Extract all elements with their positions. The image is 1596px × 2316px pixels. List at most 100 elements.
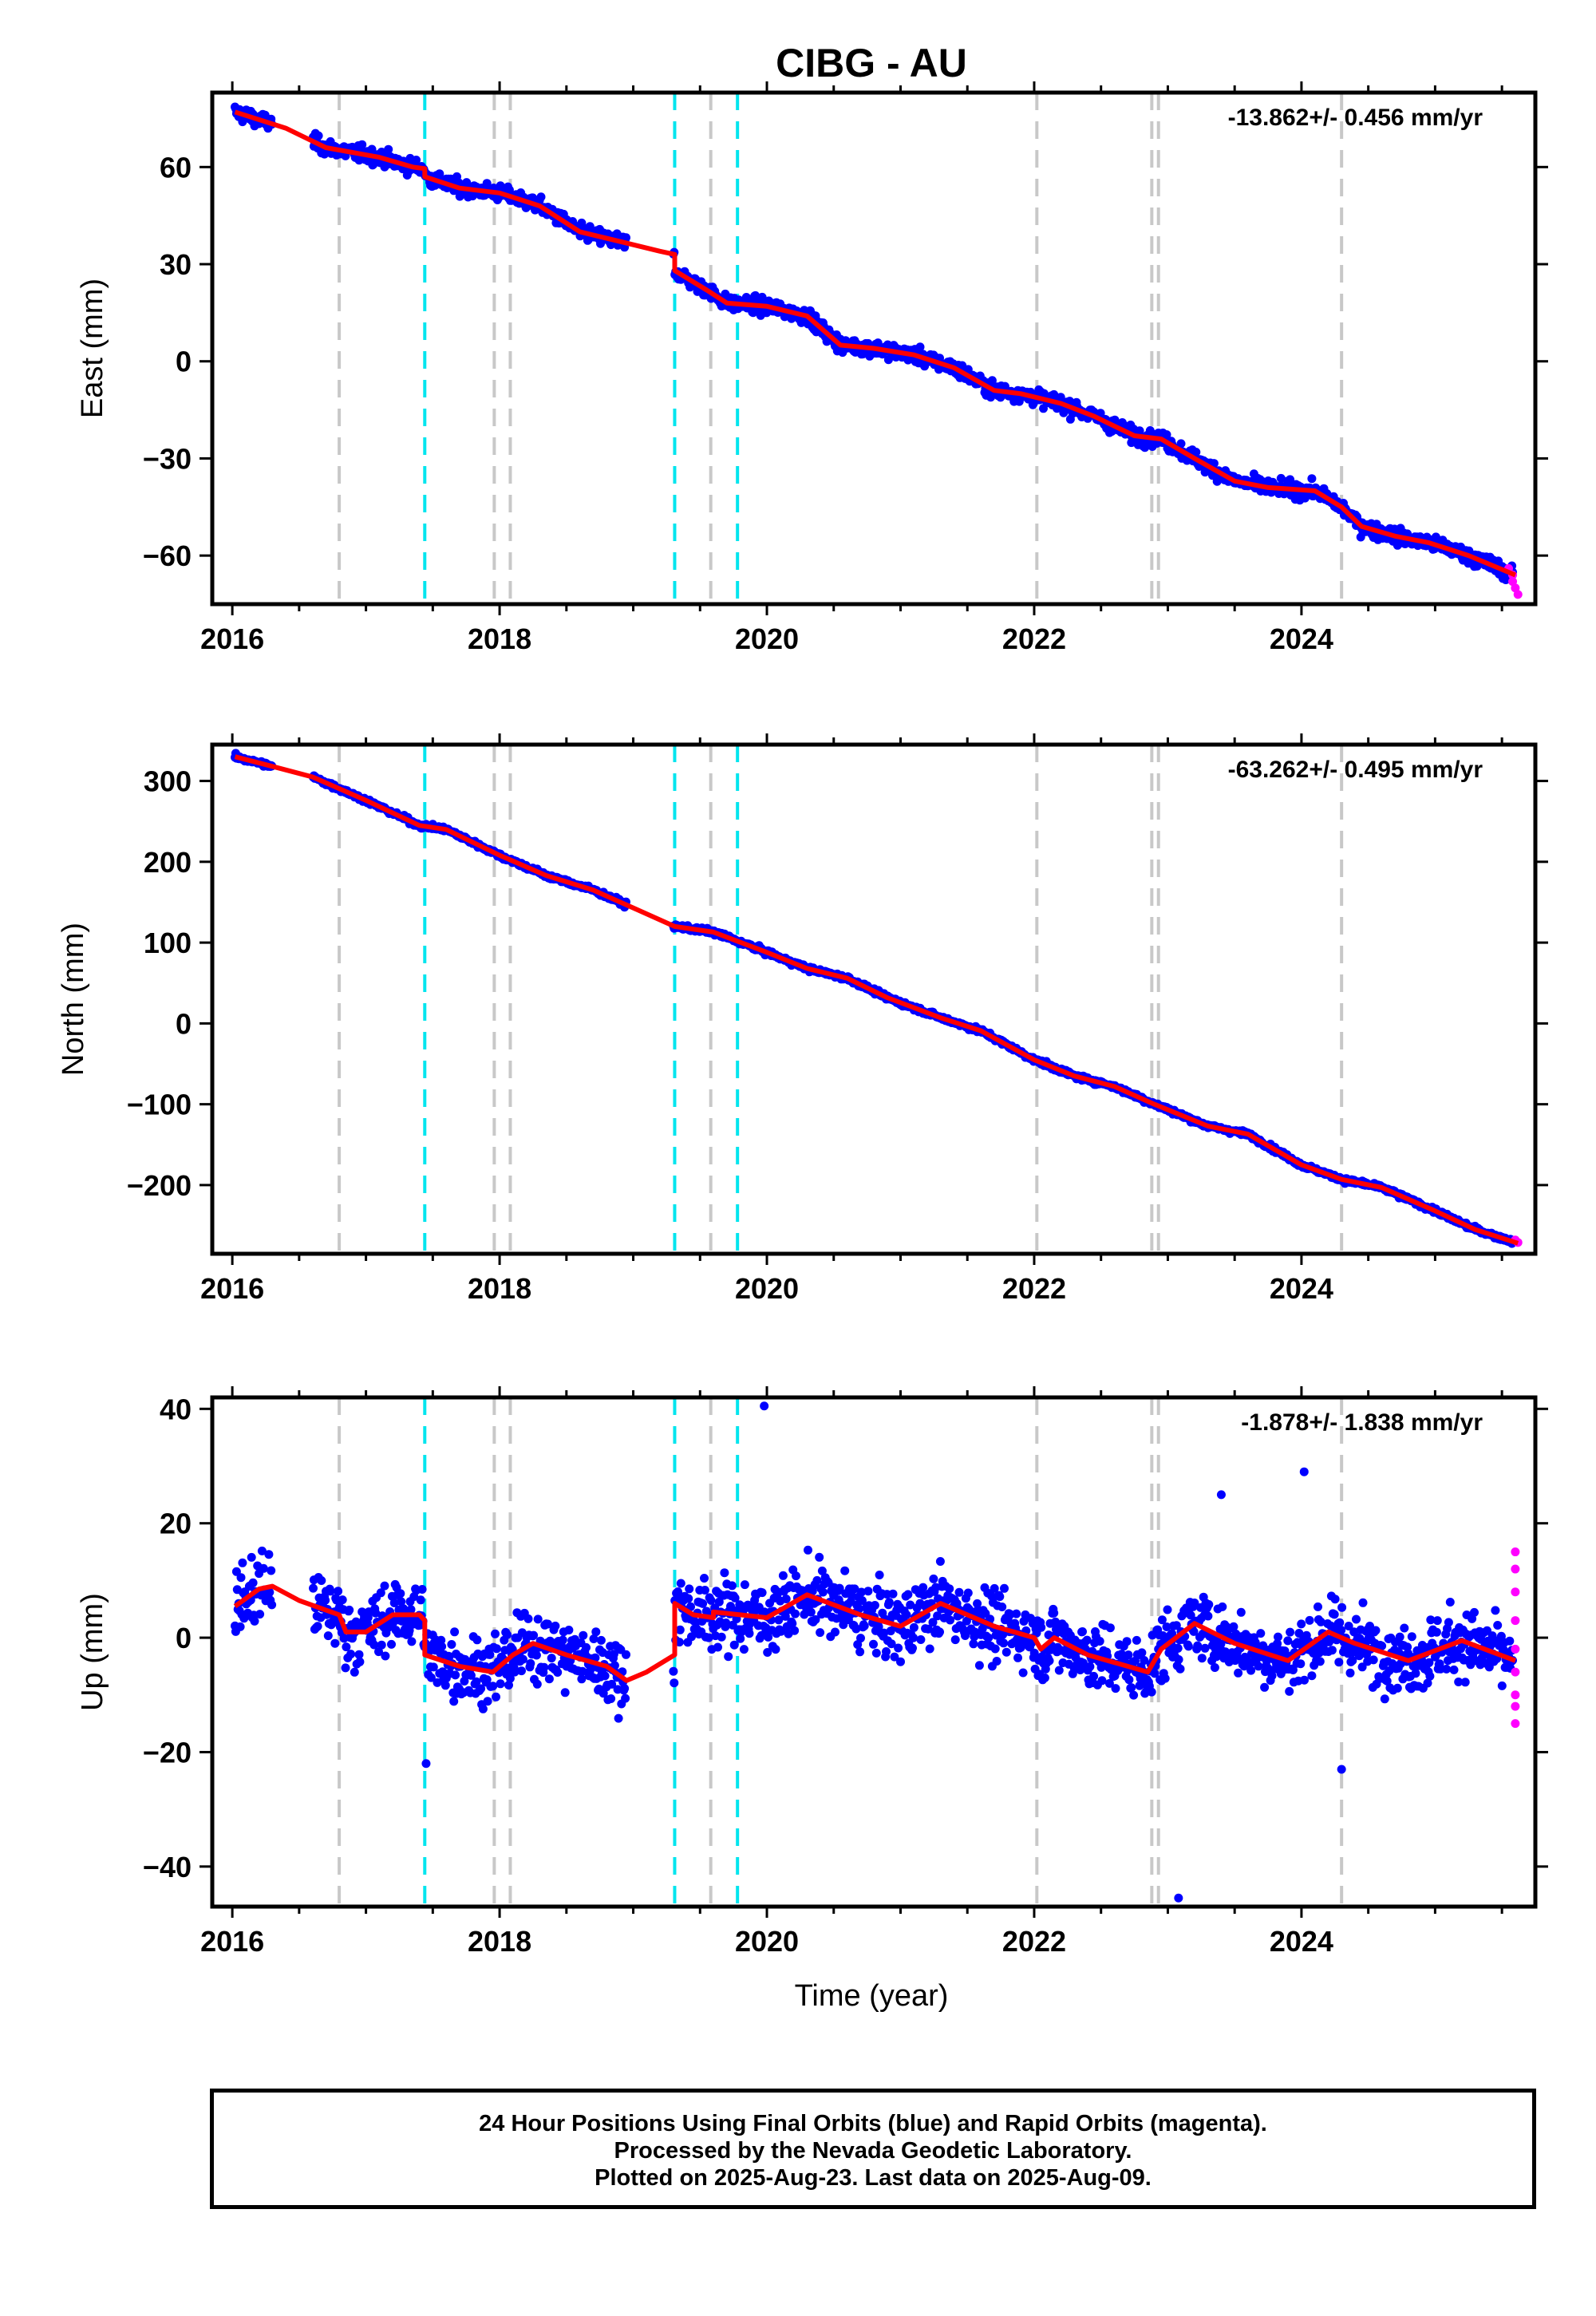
up-final-point <box>674 1638 684 1647</box>
up-final-point <box>517 1666 526 1676</box>
up-final-point <box>954 1587 964 1597</box>
up-final-point <box>1358 1598 1368 1607</box>
up-final-point <box>323 1631 333 1641</box>
up-final-point <box>871 1648 881 1658</box>
up-final-point <box>902 1611 911 1619</box>
up-final-point <box>700 1586 709 1595</box>
up-final-point <box>1150 1669 1159 1678</box>
up-final-point <box>1377 1641 1387 1650</box>
up-final-point <box>887 1639 896 1649</box>
up-final-point <box>313 1622 322 1631</box>
up-final-point <box>444 1652 454 1662</box>
up-final-point <box>341 1663 350 1673</box>
up-final-point <box>1348 1656 1357 1666</box>
up-final-point <box>621 1694 630 1703</box>
up-final-point <box>326 1587 335 1596</box>
up-final-point <box>1198 1629 1207 1638</box>
up-final-point <box>1460 1678 1470 1687</box>
up-final-point <box>908 1643 917 1653</box>
up-final-point <box>1454 1678 1464 1686</box>
up-final-point <box>724 1652 733 1662</box>
up-final-point <box>1316 1617 1325 1626</box>
up-final-point <box>1122 1637 1132 1646</box>
up-final-point <box>1300 1675 1309 1685</box>
up-final-point <box>478 1704 488 1713</box>
east-y-tick-label: 30 <box>160 248 192 281</box>
up-final-point <box>1045 1656 1054 1666</box>
up-final-point <box>600 1671 610 1681</box>
up-final-point <box>374 1647 383 1657</box>
up-final-point <box>505 1674 515 1683</box>
up-final-point <box>987 1591 996 1601</box>
up-final-point <box>1335 1618 1345 1627</box>
up-final-point <box>923 1624 933 1634</box>
up-final-point <box>377 1640 386 1650</box>
up-final-point <box>491 1629 500 1638</box>
up-final-point <box>1137 1648 1147 1658</box>
up-final-point <box>1124 1675 1134 1685</box>
up-final-point <box>1286 1627 1295 1637</box>
up-final-point <box>1444 1618 1453 1627</box>
north-y-tick-label: 100 <box>144 927 192 959</box>
up-final-point <box>1160 1674 1170 1683</box>
up-final-point <box>857 1587 866 1597</box>
up-final-point <box>1267 1671 1277 1681</box>
up-final-point <box>816 1628 825 1638</box>
up-final-point <box>1183 1642 1193 1651</box>
up-final-point <box>1274 1632 1282 1642</box>
up-final-point <box>472 1635 482 1645</box>
up-final-point <box>851 1624 861 1634</box>
up-final-point <box>1197 1654 1207 1663</box>
up-final-point <box>1445 1598 1455 1607</box>
up-final-point <box>1085 1662 1095 1671</box>
chart-title: CIBG - AU <box>776 41 967 85</box>
up-final-point <box>380 1581 389 1591</box>
up-final-point <box>1254 1662 1263 1671</box>
up-final-point <box>1305 1615 1314 1625</box>
up-final-point <box>381 1651 390 1661</box>
north-x-tick-label: 2018 <box>468 1272 531 1305</box>
up-final-point <box>935 1627 944 1637</box>
up-final-point <box>472 1677 481 1686</box>
up-final-point <box>684 1594 693 1603</box>
up-final-point <box>806 1607 816 1617</box>
up-final-point <box>523 1614 533 1623</box>
up-final-point <box>1246 1666 1256 1675</box>
up-final-point <box>267 1566 276 1575</box>
up-final-point <box>884 1598 894 1607</box>
up-final-point <box>451 1670 460 1680</box>
up-final-point <box>564 1626 574 1634</box>
up-final-point <box>429 1662 438 1672</box>
up-final-point <box>698 1599 708 1608</box>
up-final-point <box>1229 1622 1238 1631</box>
up-final-point <box>771 1645 780 1654</box>
east-rapid-point <box>1513 590 1523 599</box>
up-final-point <box>804 1545 812 1555</box>
east-final-point <box>1162 430 1171 440</box>
up-final-point <box>1078 1627 1087 1636</box>
up-final-point <box>1163 1605 1172 1614</box>
up-final-point <box>1299 1467 1309 1476</box>
up-final-point <box>717 1632 726 1642</box>
up-final-point <box>447 1640 456 1649</box>
up-final-point <box>1357 1662 1367 1672</box>
up-final-point <box>1204 1600 1214 1609</box>
up-final-point <box>579 1630 588 1640</box>
up-final-point <box>1423 1678 1432 1688</box>
up-final-point <box>1470 1607 1479 1617</box>
up-final-point <box>1210 1663 1219 1672</box>
up-final-point <box>739 1645 749 1654</box>
up-final-point <box>1426 1615 1436 1625</box>
up-final-point <box>596 1635 606 1645</box>
up-final-point <box>984 1633 994 1642</box>
up-final-point <box>815 1552 824 1562</box>
up-final-point <box>426 1673 436 1682</box>
up-final-point <box>1018 1668 1028 1678</box>
up-final-point <box>855 1647 865 1657</box>
east-final-point <box>314 131 323 140</box>
up-final-point <box>1037 1622 1046 1632</box>
up-final-point <box>721 1618 731 1627</box>
up-final-point <box>407 1637 417 1646</box>
up-plot-frame <box>210 1395 1538 1909</box>
